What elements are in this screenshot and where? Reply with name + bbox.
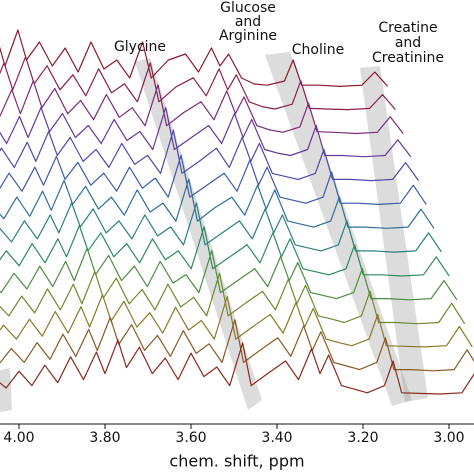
x-tick-label: 3.80 <box>89 430 120 446</box>
spectrum-trace <box>0 294 473 348</box>
spectrum-trace <box>0 316 474 372</box>
spectrum-trace <box>0 129 419 182</box>
peak-bands <box>0 52 428 412</box>
annotation: Glucose <box>220 0 276 16</box>
spectrum-trace <box>0 154 427 205</box>
spectrum-trace <box>0 80 404 135</box>
x-axis-label: chem. shift, ppm <box>169 452 304 471</box>
spectrum-trace <box>0 202 442 253</box>
x-tick-label: 3.20 <box>347 430 378 446</box>
annotation: Creatine <box>378 20 437 36</box>
spectrum-trace <box>0 339 474 395</box>
spectrum-trace <box>0 178 435 229</box>
spectrum-trace <box>0 106 412 158</box>
band-choline <box>265 52 412 406</box>
annotations: GlycineGlucoseandArginineCholineCreatine… <box>114 0 444 66</box>
x-axis: 4.00 3.80 3.60 3.40 3.20 3.00 <box>3 424 465 446</box>
x-tick-label: 3.40 <box>261 430 292 446</box>
spectrum-trace <box>0 247 458 301</box>
spectrum-trace <box>0 270 466 325</box>
x-tick-label: 3.60 <box>175 430 206 446</box>
annotation: and <box>395 35 421 51</box>
spectrum-trace <box>0 225 450 277</box>
annotation: Glycine <box>114 39 166 55</box>
annotation: Choline <box>292 42 344 58</box>
band-left <box>0 368 12 412</box>
x-tick-label: 4.00 <box>3 430 34 446</box>
annotation: Creatinine <box>372 50 444 66</box>
traces <box>0 29 474 395</box>
band-glycine <box>135 58 262 410</box>
spectrum-trace <box>0 29 389 87</box>
x-tick-label: 3.00 <box>433 430 464 446</box>
spectrum-trace <box>0 56 396 111</box>
annotation: and <box>235 14 261 30</box>
band-creatine <box>360 66 428 402</box>
annotation: Arginine <box>219 28 277 44</box>
